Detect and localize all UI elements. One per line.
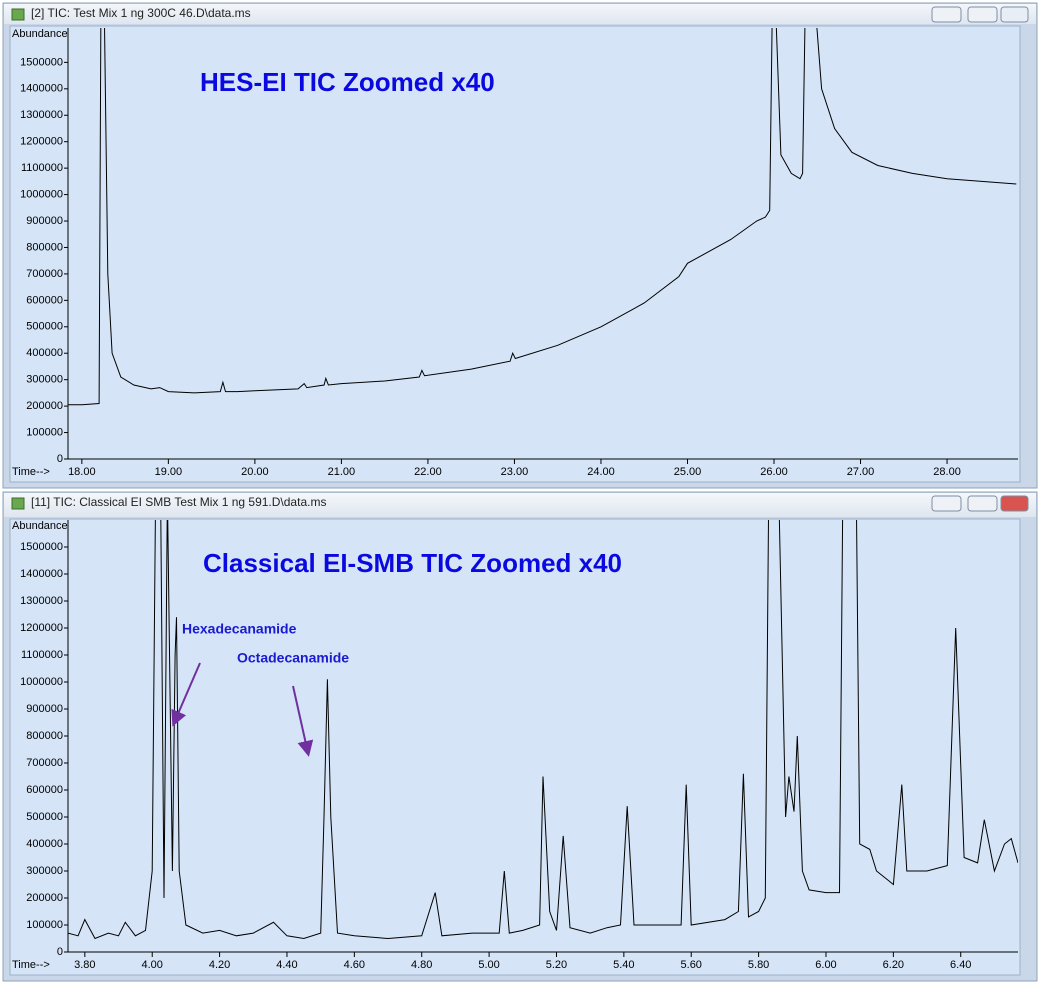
y-tick-label: 900000 — [26, 215, 63, 227]
x-tick-label: 24.00 — [587, 466, 615, 478]
minimize-button[interactable] — [931, 495, 962, 512]
x-tick-label: 4.20 — [209, 959, 230, 971]
minimize-button[interactable] — [931, 6, 962, 23]
y-tick-label: 1200000 — [20, 136, 63, 148]
maximize-button[interactable] — [967, 6, 998, 23]
x-axis-label: Time--> — [12, 466, 50, 478]
y-tick-label: 0 — [57, 453, 63, 465]
x-tick-label: 3.80 — [74, 959, 95, 971]
annotation: Octadecanamide — [237, 650, 349, 666]
x-tick-label: 6.20 — [883, 959, 904, 971]
x-tick-label: 22.00 — [414, 466, 442, 478]
app-icon — [11, 8, 25, 21]
y-tick-label: 1000000 — [20, 676, 63, 688]
x-tick-label: 5.20 — [546, 959, 567, 971]
close-button[interactable] — [1000, 6, 1029, 23]
x-tick-label: 4.00 — [142, 959, 163, 971]
y-tick-label: 1400000 — [20, 83, 63, 95]
x-tick-label: 5.60 — [681, 959, 702, 971]
y-tick-label: 100000 — [26, 426, 63, 438]
y-tick-label: 1100000 — [21, 162, 63, 174]
chart-window: [2] TIC: Test Mix 1 ng 300C 46.D\data.ms… — [2, 2, 1038, 489]
chart-title: HES-EI TIC Zoomed x40 — [200, 67, 495, 97]
window-title: [11] TIC: Classical EI SMB Test Mix 1 ng… — [31, 495, 326, 509]
y-tick-label: 800000 — [26, 730, 63, 742]
y-tick-label: 700000 — [26, 757, 63, 769]
y-tick-label: 800000 — [26, 241, 63, 253]
y-tick-label: 1500000 — [20, 56, 63, 68]
annotation: Hexadecanamide — [182, 621, 297, 637]
x-tick-label: 20.00 — [241, 466, 269, 478]
annotation-arrow — [171, 662, 201, 727]
x-tick-label: 4.40 — [276, 959, 297, 971]
x-tick-label: 23.00 — [501, 466, 529, 478]
y-tick-label: 500000 — [26, 321, 63, 333]
y-tick-label: 1400000 — [20, 568, 63, 580]
y-tick-label: 600000 — [26, 294, 63, 306]
y-tick-label: 300000 — [26, 865, 63, 877]
y-tick-label: 1500000 — [20, 541, 63, 553]
maximize-button[interactable] — [967, 495, 998, 512]
x-tick-label: 5.00 — [478, 959, 499, 971]
close-button[interactable] — [1000, 495, 1029, 512]
y-tick-label: 400000 — [26, 347, 63, 359]
x-tick-label: 18.00 — [68, 466, 96, 478]
x-tick-label: 6.00 — [815, 959, 836, 971]
y-tick-label: 300000 — [26, 374, 63, 386]
x-tick-label: 4.80 — [411, 959, 432, 971]
chart-window: [11] TIC: Classical EI SMB Test Mix 1 ng… — [2, 491, 1038, 982]
y-tick-label: 200000 — [26, 400, 63, 412]
title-bar — [4, 4, 1036, 24]
x-axis-label: Time--> — [12, 959, 50, 971]
y-tick-label: 900000 — [26, 703, 63, 715]
tic-trace — [68, 520, 1018, 940]
x-tick-label: 4.60 — [344, 959, 365, 971]
y-tick-label: 400000 — [26, 838, 63, 850]
plot-area — [9, 25, 1021, 483]
y-axis-label: Abundance — [12, 520, 68, 532]
y-tick-label: 200000 — [26, 892, 63, 904]
x-tick-label: 27.00 — [847, 466, 875, 478]
chart-title: Classical EI-SMB TIC Zoomed x40 — [203, 548, 622, 578]
x-tick-label: 26.00 — [760, 466, 788, 478]
window-title: [2] TIC: Test Mix 1 ng 300C 46.D\data.ms — [31, 6, 251, 20]
x-tick-label: 5.40 — [613, 959, 634, 971]
annotation-arrow — [292, 685, 314, 757]
y-tick-label: 0 — [57, 946, 63, 958]
y-tick-label: 700000 — [26, 268, 63, 280]
y-axis-label: Abundance — [12, 28, 68, 40]
x-tick-label: 19.00 — [155, 466, 183, 478]
title-bar — [4, 493, 1036, 517]
y-tick-label: 1100000 — [21, 649, 63, 661]
y-tick-label: 1000000 — [20, 188, 63, 200]
y-tick-label: 500000 — [26, 811, 63, 823]
y-tick-label: 1300000 — [20, 595, 63, 607]
app-icon — [11, 497, 25, 510]
x-tick-label: 21.00 — [328, 466, 356, 478]
y-tick-label: 1200000 — [20, 622, 63, 634]
x-tick-label: 6.40 — [950, 959, 971, 971]
x-tick-label: 5.80 — [748, 959, 769, 971]
y-tick-label: 1300000 — [20, 109, 63, 121]
y-tick-label: 600000 — [26, 784, 63, 796]
x-tick-label: 28.00 — [933, 466, 961, 478]
y-tick-label: 100000 — [26, 919, 63, 931]
x-tick-label: 25.00 — [674, 466, 702, 478]
tic-trace — [68, 28, 1017, 406]
